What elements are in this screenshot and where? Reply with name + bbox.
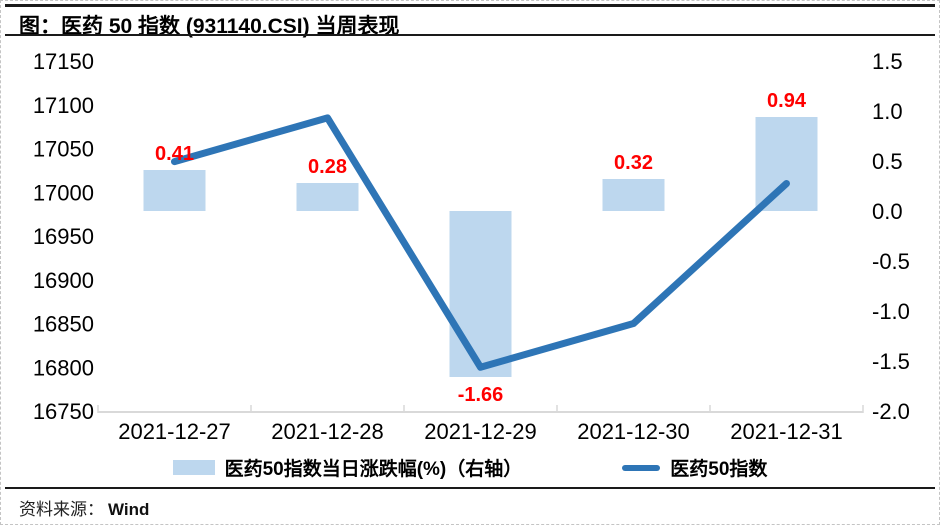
x-axis-tick [862,405,864,413]
title-divider [5,34,935,36]
x-axis-label: 2021-12-28 [271,419,384,444]
bar-segment [449,211,512,377]
source-value: Wind [108,500,150,519]
right-axis-tick-label: -1.5 [872,349,910,374]
left-axis-tick-label: 17150 [33,49,94,74]
right-axis-tick-label: -0.5 [872,249,910,274]
combo-chart: 0.41 0.28 -1.66 0.32 0.94 17150 17100 17050 1700… [33,49,910,444]
right-axis-tick-label: 1.0 [872,99,903,124]
left-axis-tick-label: 17100 [33,93,94,118]
left-axis-tick-label: 16900 [33,268,94,293]
right-axis-tick-label: -2.0 [872,399,910,424]
legend-item-line: 医药50指数 [622,454,767,481]
chart-legend: 医药50指数当日涨跌幅(%)（右轴） 医药50指数 [1,454,939,481]
bar-segment [143,170,206,211]
bar-segment [755,117,818,211]
chart-title: 图：医药 50 指数 (931140.CSI) 当周表现 [19,15,400,38]
x-axis-tick [403,405,405,413]
left-axis-tick-label: 17000 [33,180,94,205]
bottom-divider [5,487,935,489]
top-divider [5,4,935,7]
bar-value-label: 0.94 [767,90,807,112]
line-swatch [622,464,661,471]
x-axis-label: 2021-12-31 [730,419,843,444]
source-label: 资料来源： [19,500,104,519]
right-axis-tick-label: 0.5 [872,149,903,174]
x-axis-tick [97,405,99,413]
x-axis-label: 2021-12-27 [118,419,231,444]
bar-segment [296,183,359,211]
left-axis-tick-label: 16750 [33,399,94,424]
x-axis-tick [709,405,711,413]
source-row: 资料来源： Wind [19,495,149,520]
x-axis-tick [556,405,558,413]
right-axis-tick-label: 0.0 [872,199,903,224]
bar-value-label: 0.32 [614,152,653,174]
index-line [171,114,790,371]
right-axis-tick-label: 1.5 [872,49,903,74]
bar-segment [602,179,665,211]
x-axis-line [98,411,863,413]
left-axis-tick-label: 17050 [33,137,94,162]
x-axis-tick [250,405,252,413]
left-axis-tick-label: 16850 [33,312,94,337]
bar-value-label: 0.28 [308,156,347,178]
legend-bar-label: 医药50指数当日涨跌幅(%)（右轴） [224,459,523,480]
bar-swatch [172,460,215,475]
legend-item-bar: 医药50指数当日涨跌幅(%)（右轴） [172,454,523,481]
left-axis-tick-label: 16950 [33,224,94,249]
x-axis-label: 2021-12-30 [577,419,690,444]
right-axis-tick-label: -1.0 [872,299,910,324]
legend-line-label: 医药50指数 [670,459,768,480]
left-axis-tick-label: 16800 [33,355,94,380]
x-axis-label: 2021-12-29 [424,419,537,444]
bar-value-label: -1.66 [458,384,504,406]
bar-value-label: 0.41 [155,143,194,165]
